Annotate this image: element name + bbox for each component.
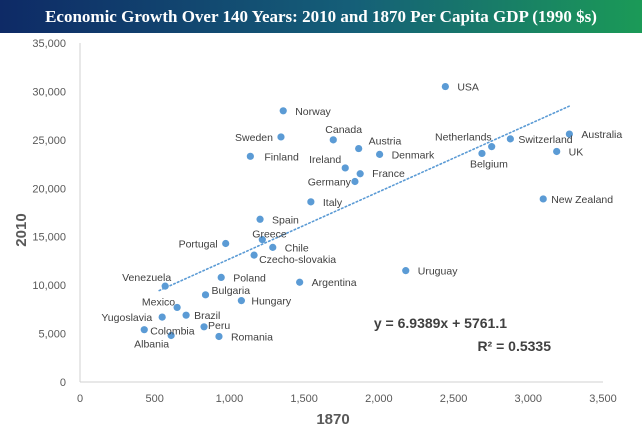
scatter-chart: 0 500 1,000 1,500 2,000 2,500 3,000 3,500 0 5,000…	[13, 38, 622, 428]
data-point-uruguay	[402, 267, 410, 275]
chart-title: Economic Growth Over 140 Years: 2010 and…	[45, 6, 597, 26]
data-point-uk	[553, 147, 561, 156]
point-label-chile: Chile	[285, 242, 309, 254]
y-tick-label: 30,000	[32, 86, 66, 98]
point-label-uruguay: Uruguay	[418, 266, 458, 278]
data-point-argentina	[296, 278, 304, 286]
point-label-sweden: Sweden	[235, 132, 273, 144]
y-tick-label: 35,000	[32, 38, 66, 50]
data-point-chile	[269, 243, 277, 251]
point-label-belgium: Belgium	[470, 158, 508, 170]
point-label-new-zealand: New Zealand	[551, 194, 613, 206]
point-label-finland: Finland	[264, 151, 299, 163]
point-label-venezuela: Venezuela	[122, 272, 171, 284]
x-tick-label: 3,500	[589, 393, 617, 405]
point-label-bulgaria: Bulgaria	[212, 285, 251, 297]
x-tick-label: 500	[146, 393, 164, 405]
y-tick-label: 0	[60, 377, 66, 389]
y-tick-label: 5,000	[38, 329, 66, 341]
data-point-norway	[279, 107, 287, 115]
point-label-poland: Poland	[233, 272, 266, 284]
point-label-hungary: Hungary	[251, 296, 291, 308]
data-point-yugoslavia	[158, 313, 166, 321]
scatter-plot-area: 0 500 1,000 1,500 2,000 2,500 3,000 3,500 0 5,000…	[0, 33, 642, 430]
point-label-peru: Peru	[208, 320, 230, 332]
x-tick-label: 0	[77, 393, 83, 405]
data-point-peru	[200, 323, 208, 331]
data-point-germany	[351, 177, 359, 186]
data-point-belgium	[478, 149, 486, 158]
x-tick-label: 2,500	[440, 393, 468, 405]
point-labels: USA Norway Australia Sweden Switzerland Canad…	[101, 82, 622, 351]
point-label-canada: Canada	[325, 124, 362, 136]
data-point-bulgaria	[201, 291, 210, 299]
data-point-finland	[246, 152, 254, 160]
x-axis-label: 1870	[316, 411, 349, 428]
data-point-denmark	[376, 150, 384, 158]
point-label-argentina: Argentina	[312, 277, 357, 289]
data-point-new-zealand	[539, 195, 547, 203]
data-point-usa	[441, 82, 449, 91]
point-label-france: France	[372, 168, 405, 180]
point-label-denmark: Denmark	[392, 149, 435, 161]
data-point-austria	[355, 144, 363, 153]
r-squared: R² = 0.5335	[477, 338, 551, 354]
data-point-poland	[217, 273, 225, 281]
point-label-italy: Italy	[323, 197, 343, 209]
point-label-australia: Australia	[581, 129, 622, 141]
data-point-ireland	[341, 164, 349, 172]
data-point-albania	[167, 331, 175, 340]
point-label-colombia: Colombia	[150, 326, 195, 338]
trendline-group	[158, 104, 571, 292]
data-point-romania	[215, 332, 223, 341]
x-tick-label: 2,000	[365, 393, 393, 405]
y-tick-label: 15,000	[32, 232, 66, 244]
y-tick-label: 10,000	[32, 280, 66, 292]
point-label-ireland: Ireland	[309, 154, 341, 166]
point-label-romania: Romania	[231, 331, 273, 343]
point-label-germany: Germany	[308, 177, 352, 189]
point-label-brazil: Brazil	[194, 310, 220, 322]
point-label-mexico: Mexico	[142, 296, 175, 308]
data-point-netherlands	[488, 143, 496, 151]
data-point-mexico	[173, 303, 181, 312]
data-point-brazil	[182, 311, 190, 319]
y-axis-label: 2010	[13, 213, 30, 246]
point-label-spain: Spain	[272, 214, 299, 226]
point-label-norway: Norway	[295, 106, 331, 118]
point-label-netherlands: Netherlands	[435, 132, 492, 144]
data-point-sweden	[277, 133, 285, 141]
data-point-canada	[329, 136, 337, 144]
trendline-equation: y = 6.9389x + 5761.1	[374, 315, 507, 331]
axes: 0 500 1,000 1,500 2,000 2,500 3,000 3,500 0 5,000…	[32, 38, 616, 405]
data-point-spain	[256, 215, 264, 223]
point-label-austria: Austria	[369, 136, 402, 148]
point-label-albania: Albania	[134, 339, 169, 351]
y-tick-label: 20,000	[32, 183, 66, 195]
data-point-switzerland	[506, 135, 514, 143]
data-point-czecho-slovakia	[250, 251, 258, 259]
point-label-portugal: Portugal	[179, 238, 218, 250]
data-point-greece	[258, 236, 266, 244]
data-point-italy	[307, 198, 315, 206]
data-point-france	[356, 170, 364, 178]
data-point-hungary	[237, 297, 245, 305]
data-point-australia	[565, 130, 573, 138]
data-point-venezuela	[161, 282, 169, 290]
trendline	[158, 104, 571, 292]
data-point-portugal	[222, 239, 230, 248]
point-label-czecho-slovakia: Czecho-slovakia	[259, 254, 336, 266]
data-point-colombia	[140, 326, 148, 334]
y-tick-label: 25,000	[32, 135, 66, 147]
chart-title-banner: Economic Growth Over 140 Years: 2010 and…	[0, 0, 642, 33]
x-tick-label: 1,000	[216, 393, 244, 405]
point-label-yugoslavia: Yugoslavia	[101, 312, 152, 324]
point-label-uk: UK	[569, 146, 584, 158]
point-label-greece: Greece	[252, 229, 287, 241]
x-tick-label: 1,500	[290, 393, 318, 405]
x-tick-label: 3,000	[515, 393, 543, 405]
data-points	[140, 82, 573, 341]
point-label-switzerland: Switzerland	[518, 134, 572, 146]
point-label-usa: USA	[457, 82, 479, 94]
